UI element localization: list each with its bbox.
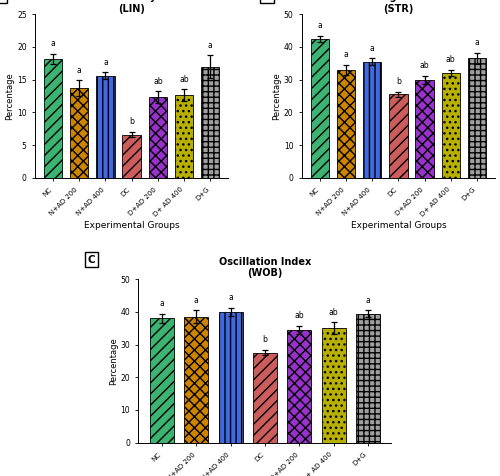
Bar: [253, 353, 277, 443]
Text: b: b: [262, 336, 268, 345]
Text: a: a: [370, 44, 374, 53]
Text: ab: ab: [420, 61, 430, 70]
Text: a: a: [103, 58, 108, 67]
Text: a: a: [474, 38, 480, 47]
Text: ab: ab: [153, 77, 162, 86]
Bar: [389, 94, 407, 178]
Text: a: a: [50, 39, 56, 48]
Bar: [175, 95, 194, 178]
Text: a: a: [160, 299, 164, 308]
Text: ab: ab: [329, 307, 338, 317]
Bar: [184, 317, 208, 443]
X-axis label: Experimental Groups: Experimental Groups: [84, 221, 180, 230]
Bar: [122, 135, 141, 178]
Y-axis label: Percentage: Percentage: [108, 337, 118, 385]
Bar: [310, 39, 329, 178]
Bar: [44, 59, 62, 178]
Bar: [442, 73, 460, 178]
Text: a: a: [366, 296, 370, 305]
Title: Linearity
(LIN): Linearity (LIN): [107, 0, 156, 13]
Bar: [288, 330, 312, 443]
Text: a: a: [208, 41, 212, 50]
Text: a: a: [318, 21, 322, 30]
Bar: [150, 318, 174, 443]
Bar: [416, 79, 434, 178]
Text: ab: ab: [294, 311, 304, 320]
Bar: [96, 76, 114, 178]
Bar: [218, 312, 242, 443]
Bar: [336, 70, 355, 178]
Text: a: a: [228, 293, 233, 302]
Text: b: b: [396, 77, 401, 86]
Text: C: C: [88, 255, 96, 265]
Text: b: b: [129, 117, 134, 126]
Text: ab: ab: [446, 55, 456, 64]
Title: Oscillation Index
(WOB): Oscillation Index (WOB): [219, 257, 311, 278]
Bar: [148, 98, 167, 178]
Text: a: a: [194, 296, 198, 305]
Text: ab: ab: [180, 75, 189, 84]
Title: Straightness
(STR): Straightness (STR): [363, 0, 434, 13]
Y-axis label: Percentage: Percentage: [272, 72, 281, 120]
Bar: [468, 59, 486, 178]
Bar: [201, 67, 220, 178]
Text: a: a: [77, 66, 82, 75]
Bar: [356, 314, 380, 443]
Bar: [363, 62, 382, 178]
Text: a: a: [344, 50, 348, 59]
Bar: [322, 328, 345, 443]
Bar: [70, 88, 88, 178]
X-axis label: Experimental Groups: Experimental Groups: [350, 221, 446, 230]
Y-axis label: Percentage: Percentage: [6, 72, 15, 120]
